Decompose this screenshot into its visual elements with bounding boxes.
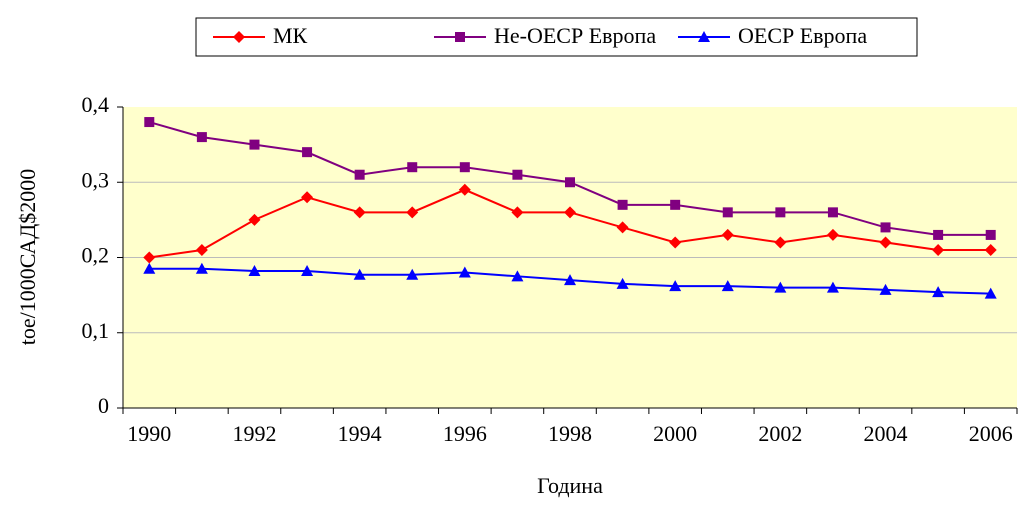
marker [354, 169, 365, 180]
x-tick-label: 2004 [864, 421, 908, 446]
y-tick-label: 0,3 [82, 167, 110, 192]
marker [826, 281, 839, 293]
marker [565, 177, 575, 188]
marker [984, 243, 997, 256]
marker [248, 213, 261, 226]
marker [196, 132, 207, 143]
y-tick-label: 0,2 [82, 243, 110, 268]
marker [301, 265, 314, 277]
legend-label: Не-ОЕСР Европа [494, 23, 656, 48]
y-axis-label: toe/1000САД$2000 [15, 169, 40, 345]
marker [406, 268, 419, 280]
marker [985, 229, 996, 240]
marker [827, 207, 838, 218]
marker [698, 31, 710, 42]
marker [195, 243, 208, 256]
y-tick-label: 0 [98, 393, 109, 418]
y-tick-label: 0,4 [82, 92, 110, 117]
marker [669, 280, 682, 292]
marker [249, 139, 260, 150]
legend-label: ОЕСР Европа [738, 23, 867, 48]
marker [301, 191, 314, 204]
marker [407, 162, 418, 173]
legend-label: МК [273, 23, 308, 48]
x-tick-label: 2000 [653, 421, 697, 446]
marker [144, 117, 155, 128]
marker [233, 31, 245, 43]
marker [616, 277, 629, 289]
y-tick-label: 0,1 [82, 318, 110, 343]
marker [564, 274, 576, 286]
marker [932, 243, 945, 256]
marker [458, 266, 471, 278]
marker [511, 270, 524, 282]
marker [353, 206, 366, 219]
marker [512, 169, 523, 180]
marker [722, 207, 733, 218]
x-tick-label: 1990 [127, 421, 171, 446]
marker [669, 236, 682, 249]
x-tick-label: 1996 [443, 421, 487, 446]
x-tick-label: 1998 [548, 421, 592, 446]
marker [880, 222, 891, 233]
marker [459, 162, 470, 173]
legend-box [195, 17, 918, 57]
marker [143, 262, 156, 274]
marker [826, 228, 839, 241]
marker [984, 287, 997, 299]
marker [774, 236, 787, 249]
x-tick-label: 2006 [969, 421, 1013, 446]
marker [616, 221, 629, 234]
marker [775, 207, 786, 218]
marker [455, 32, 465, 42]
marker [195, 262, 208, 274]
marker [143, 251, 156, 264]
x-tick-label: 2002 [758, 421, 802, 446]
marker [932, 286, 945, 298]
marker [774, 281, 787, 293]
marker [564, 206, 576, 219]
marker [302, 147, 313, 158]
marker [458, 183, 471, 196]
marker [248, 265, 261, 277]
marker [721, 228, 734, 241]
x-tick-label: 1994 [338, 421, 382, 446]
marker [353, 268, 366, 280]
x-tick-label: 1992 [232, 421, 276, 446]
marker [879, 283, 892, 295]
marker [721, 280, 734, 292]
marker [933, 229, 944, 240]
marker [879, 236, 892, 249]
marker [511, 206, 524, 219]
marker [670, 199, 681, 210]
marker [406, 206, 419, 219]
marker [617, 199, 628, 210]
x-axis-label: Година [537, 473, 603, 498]
